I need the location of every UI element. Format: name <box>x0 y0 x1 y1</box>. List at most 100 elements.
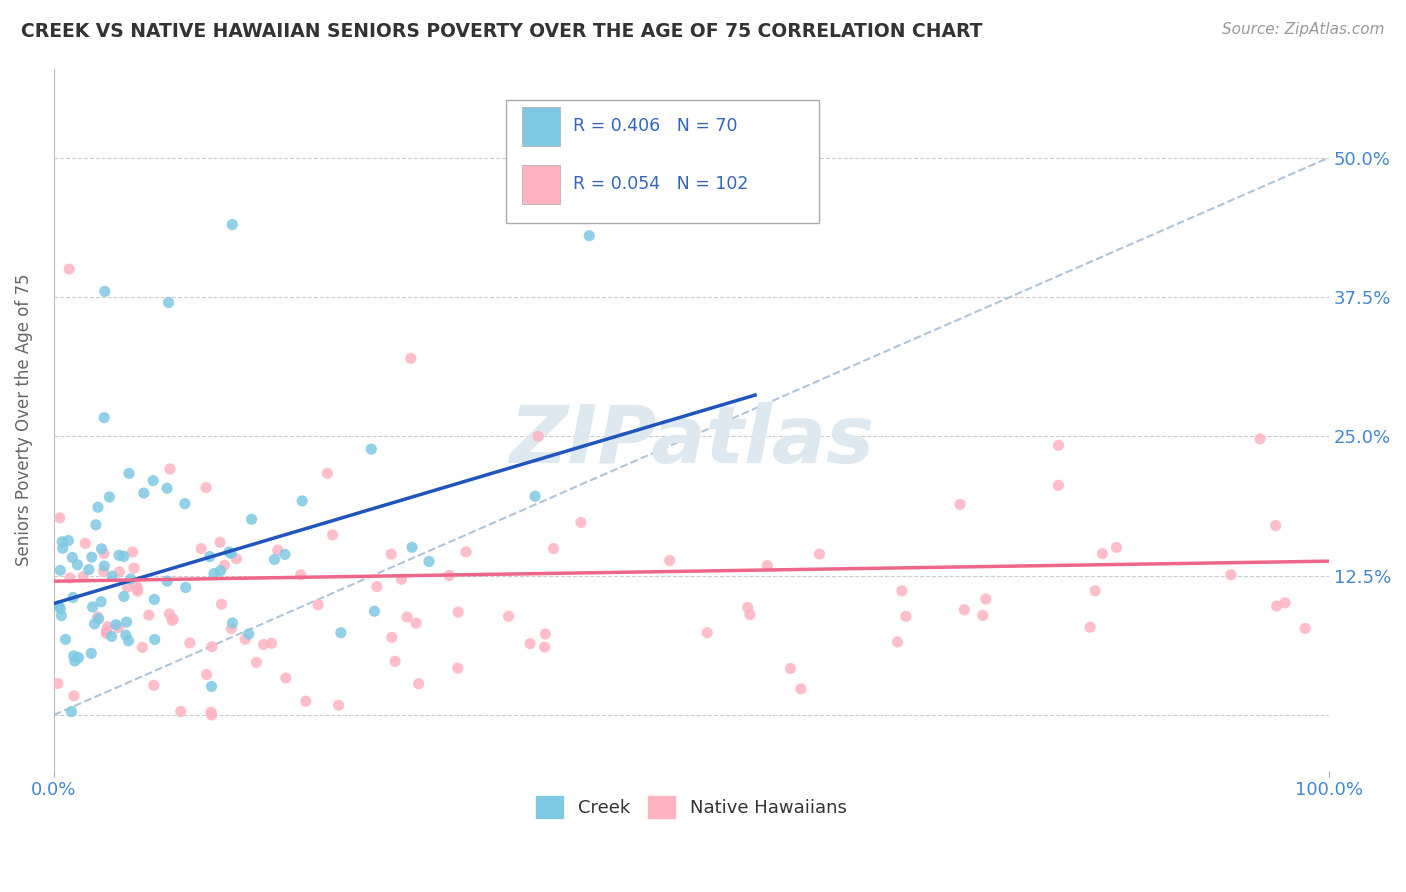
Native Hawaiians <box>233 632 256 647</box>
Creek <box>219 546 242 560</box>
Creek <box>60 550 83 565</box>
Creek <box>173 497 195 511</box>
Creek <box>263 552 285 566</box>
Native Hawaiians <box>267 543 290 558</box>
Native Hawaiians <box>200 708 222 723</box>
Creek <box>104 617 127 632</box>
Native Hawaiians <box>447 661 470 675</box>
Creek <box>49 563 72 577</box>
Native Hawaiians <box>48 511 70 525</box>
Native Hawaiians <box>160 613 183 627</box>
Creek <box>274 547 297 561</box>
Creek <box>51 534 73 549</box>
Creek <box>82 599 104 614</box>
Legend: Creek, Native Hawaiians: Creek, Native Hawaiians <box>529 789 853 825</box>
Creek <box>108 549 131 563</box>
Creek <box>157 295 180 310</box>
Creek <box>87 500 110 515</box>
Native Hawaiians <box>221 622 243 636</box>
Creek <box>98 490 121 504</box>
Native Hawaiians <box>890 583 912 598</box>
Creek <box>115 615 138 629</box>
Native Hawaiians <box>94 626 117 640</box>
Native Hawaiians <box>439 568 461 582</box>
Native Hawaiians <box>295 694 318 708</box>
Creek <box>174 581 197 595</box>
Native Hawaiians <box>399 351 422 366</box>
Native Hawaiians <box>72 570 94 584</box>
Native Hawaiians <box>125 579 148 593</box>
Creek <box>524 489 547 503</box>
Creek <box>118 467 141 481</box>
Creek <box>93 410 115 425</box>
Creek <box>90 541 112 556</box>
Native Hawaiians <box>1264 518 1286 533</box>
Creek <box>240 512 263 526</box>
Creek <box>202 566 225 581</box>
Creek <box>80 550 103 565</box>
Creek <box>117 633 139 648</box>
Text: CREEK VS NATIVE HAWAIIAN SENIORS POVERTY OVER THE AGE OF 75 CORRELATION CHART: CREEK VS NATIVE HAWAIIAN SENIORS POVERTY… <box>21 22 983 41</box>
Native Hawaiians <box>395 610 418 624</box>
Creek <box>115 628 138 642</box>
Creek <box>360 442 382 457</box>
Native Hawaiians <box>527 429 550 443</box>
Native Hawaiians <box>953 603 976 617</box>
Creek <box>209 564 232 578</box>
Native Hawaiians <box>519 637 541 651</box>
Native Hawaiians <box>894 609 917 624</box>
Creek <box>90 595 112 609</box>
Native Hawaiians <box>408 677 430 691</box>
Native Hawaiians <box>142 678 165 692</box>
Native Hawaiians <box>316 467 339 481</box>
Native Hawaiians <box>384 654 406 668</box>
Text: Source: ZipAtlas.com: Source: ZipAtlas.com <box>1222 22 1385 37</box>
Native Hawaiians <box>159 462 181 476</box>
Creek <box>66 558 89 572</box>
Native Hawaiians <box>179 636 201 650</box>
Native Hawaiians <box>1084 583 1107 598</box>
Creek <box>94 285 117 299</box>
Native Hawaiians <box>533 640 555 654</box>
Native Hawaiians <box>1047 438 1070 452</box>
Creek <box>238 627 260 641</box>
Native Hawaiians <box>756 558 779 573</box>
Native Hawaiians <box>1274 596 1296 610</box>
Native Hawaiians <box>1105 541 1128 555</box>
Creek <box>221 218 243 232</box>
Creek <box>363 604 385 618</box>
Bar <box>522 107 560 145</box>
Creek <box>84 517 107 532</box>
Native Hawaiians <box>328 698 350 713</box>
Native Hawaiians <box>1078 620 1101 634</box>
Creek <box>112 549 135 564</box>
Creek <box>221 615 243 630</box>
Creek <box>51 608 73 623</box>
Creek <box>52 541 75 556</box>
Native Hawaiians <box>381 631 404 645</box>
Native Hawaiians <box>1091 547 1114 561</box>
Native Hawaiians <box>252 637 274 651</box>
Native Hawaiians <box>214 558 236 573</box>
Native Hawaiians <box>122 561 145 575</box>
Creek <box>120 572 142 586</box>
Creek <box>83 616 105 631</box>
Native Hawaiians <box>1265 599 1288 613</box>
Creek <box>87 612 110 626</box>
Native Hawaiians <box>1249 432 1271 446</box>
Native Hawaiians <box>131 640 153 655</box>
Native Hawaiians <box>498 609 520 624</box>
Native Hawaiians <box>245 656 267 670</box>
Native Hawaiians <box>97 620 120 634</box>
Native Hawaiians <box>534 627 557 641</box>
Native Hawaiians <box>138 608 160 623</box>
Native Hawaiians <box>658 553 681 567</box>
Creek <box>132 486 155 500</box>
Native Hawaiians <box>159 607 181 621</box>
FancyBboxPatch shape <box>506 100 818 223</box>
Native Hawaiians <box>63 689 86 703</box>
Native Hawaiians <box>949 497 972 511</box>
Native Hawaiians <box>93 565 115 579</box>
Native Hawaiians <box>696 625 718 640</box>
Creek <box>60 705 83 719</box>
